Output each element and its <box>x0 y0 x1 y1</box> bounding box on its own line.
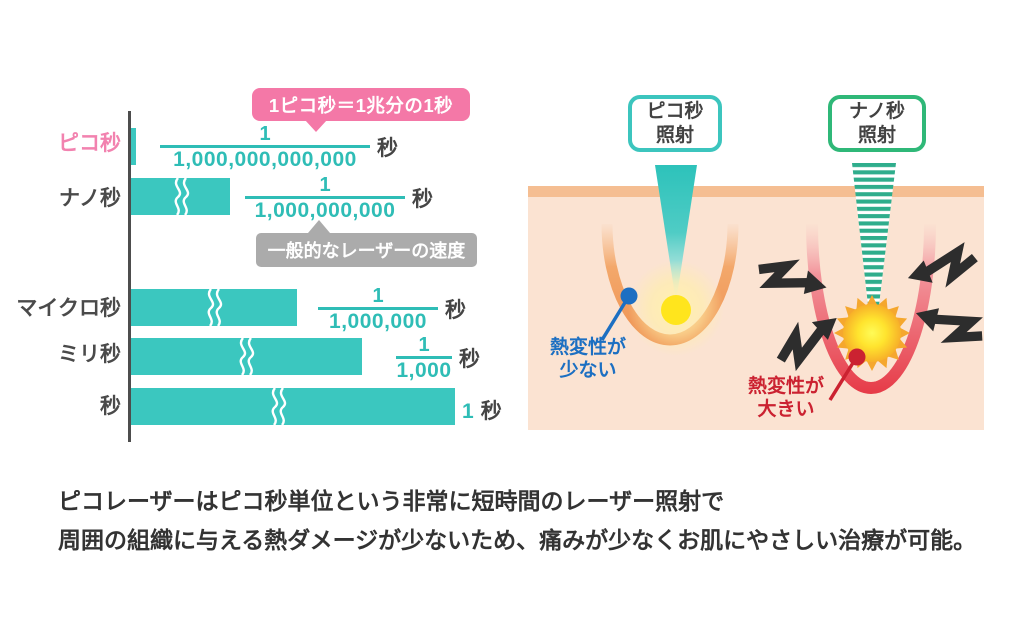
axis-break-icon <box>239 338 255 375</box>
left-callout-line <box>600 295 631 341</box>
heat-burst-right <box>834 295 910 371</box>
bar-nanosecond <box>131 178 230 215</box>
shock-arrow-icon <box>756 257 830 299</box>
fraction-picosecond: 1 1,000,000,000,000 秒 <box>160 124 398 171</box>
pico-box-line2: 照射 <box>655 124 694 146</box>
fraction-bar <box>396 356 452 359</box>
second-value-number: 1 <box>462 400 474 423</box>
fraction-unit: 秒 <box>445 299 466 323</box>
fraction-unit: 秒 <box>377 137 398 161</box>
caption: ピコレーザーはピコ秒単位という非常に短時間のレーザー照射で 周囲の組織に与える熱… <box>58 482 976 560</box>
pico-definition-badge: 1ピコ秒＝1兆分の1秒 <box>252 88 470 121</box>
laser-speed-badge: 一般的なレーザーの速度 <box>256 233 477 267</box>
fraction-denominator: 1,000,000,000,000 <box>173 147 357 171</box>
follicle-left <box>601 223 739 346</box>
heat-glow-left <box>628 260 724 356</box>
fraction-numerator: 1 <box>259 123 271 145</box>
shock-arrow-icon <box>773 309 844 369</box>
nano-box-line1: ナノ秒 <box>848 100 906 122</box>
laser-badge-pointer <box>308 220 330 233</box>
second-value-unit: 秒 <box>480 400 502 423</box>
high-heat-callout-line1: 熱変性が <box>747 376 824 397</box>
axis-break-icon <box>207 289 223 326</box>
left-callout-dot <box>620 287 638 305</box>
row-label-millisecond: ミリ秒 <box>58 343 121 366</box>
bar-picosecond <box>131 128 136 165</box>
fraction-microsecond: 1 1,000,000 秒 <box>318 286 466 333</box>
axis-break-icon <box>174 178 190 215</box>
fraction-numerator: 1 <box>418 334 430 356</box>
pico-irradiation-box: ピコ秒 照射 <box>628 95 722 152</box>
nano-box-line2: 照射 <box>857 124 896 146</box>
pico-box-line1: ピコ秒 <box>646 100 704 122</box>
fraction-bar <box>160 145 370 148</box>
shock-arrow-icon <box>904 247 978 289</box>
pico-laser-beam <box>655 165 697 302</box>
fraction-millisecond: 1 1,000 秒 <box>396 335 480 382</box>
low-heat-callout-line2: 少ない <box>559 360 617 381</box>
shock-arrow-icon <box>912 301 986 347</box>
fraction-numerator: 1 <box>319 174 331 196</box>
target-spot-left <box>661 295 691 325</box>
bar-microsecond <box>131 289 297 326</box>
row-label-microsecond: マイクロ秒 <box>16 297 121 320</box>
bar-millisecond <box>131 338 362 375</box>
high-heat-callout: 熱変性が 大きい <box>736 375 836 421</box>
low-heat-callout: 熱変性が 少ない <box>538 336 638 382</box>
row-label-picosecond: ピコ秒 <box>58 132 121 155</box>
fraction-numerator: 1 <box>372 285 384 307</box>
heat-core-right <box>843 304 901 362</box>
axis-break-icon <box>271 388 287 425</box>
nano-laser-beam <box>852 163 896 305</box>
high-heat-callout-line2: 大きい <box>757 399 815 420</box>
nano-irradiation-box: ナノ秒 照射 <box>828 95 926 152</box>
fraction-unit: 秒 <box>459 348 480 372</box>
fraction-nanosecond: 1 1,000,000,000 秒 <box>245 175 433 222</box>
caption-line1: ピコレーザーはピコ秒単位という非常に短時間のレーザー照射で <box>58 488 725 514</box>
bar-second <box>131 388 455 425</box>
follicle-right <box>806 223 936 394</box>
fraction-denominator: 1,000 <box>396 358 452 382</box>
fraction-denominator: 1,000,000 <box>329 309 427 333</box>
fraction-denominator: 1,000,000,000 <box>254 198 396 222</box>
low-heat-callout-line1: 熱変性が <box>549 337 626 358</box>
fraction-unit: 秒 <box>412 188 433 212</box>
caption-line2: 周囲の組織に与える熱ダメージが少ないため、痛みが少なくお肌にやさしい治療が可能。 <box>58 527 977 553</box>
pico-badge-pointer <box>305 120 327 132</box>
fraction-bar <box>318 307 438 310</box>
skin-surface <box>528 186 984 197</box>
row-label-nanosecond: ナノ秒 <box>59 187 121 210</box>
chart-axis <box>128 111 131 442</box>
right-callout-dot <box>848 348 866 366</box>
fraction-bar <box>245 196 405 199</box>
row-label-second: 秒 <box>100 395 121 418</box>
